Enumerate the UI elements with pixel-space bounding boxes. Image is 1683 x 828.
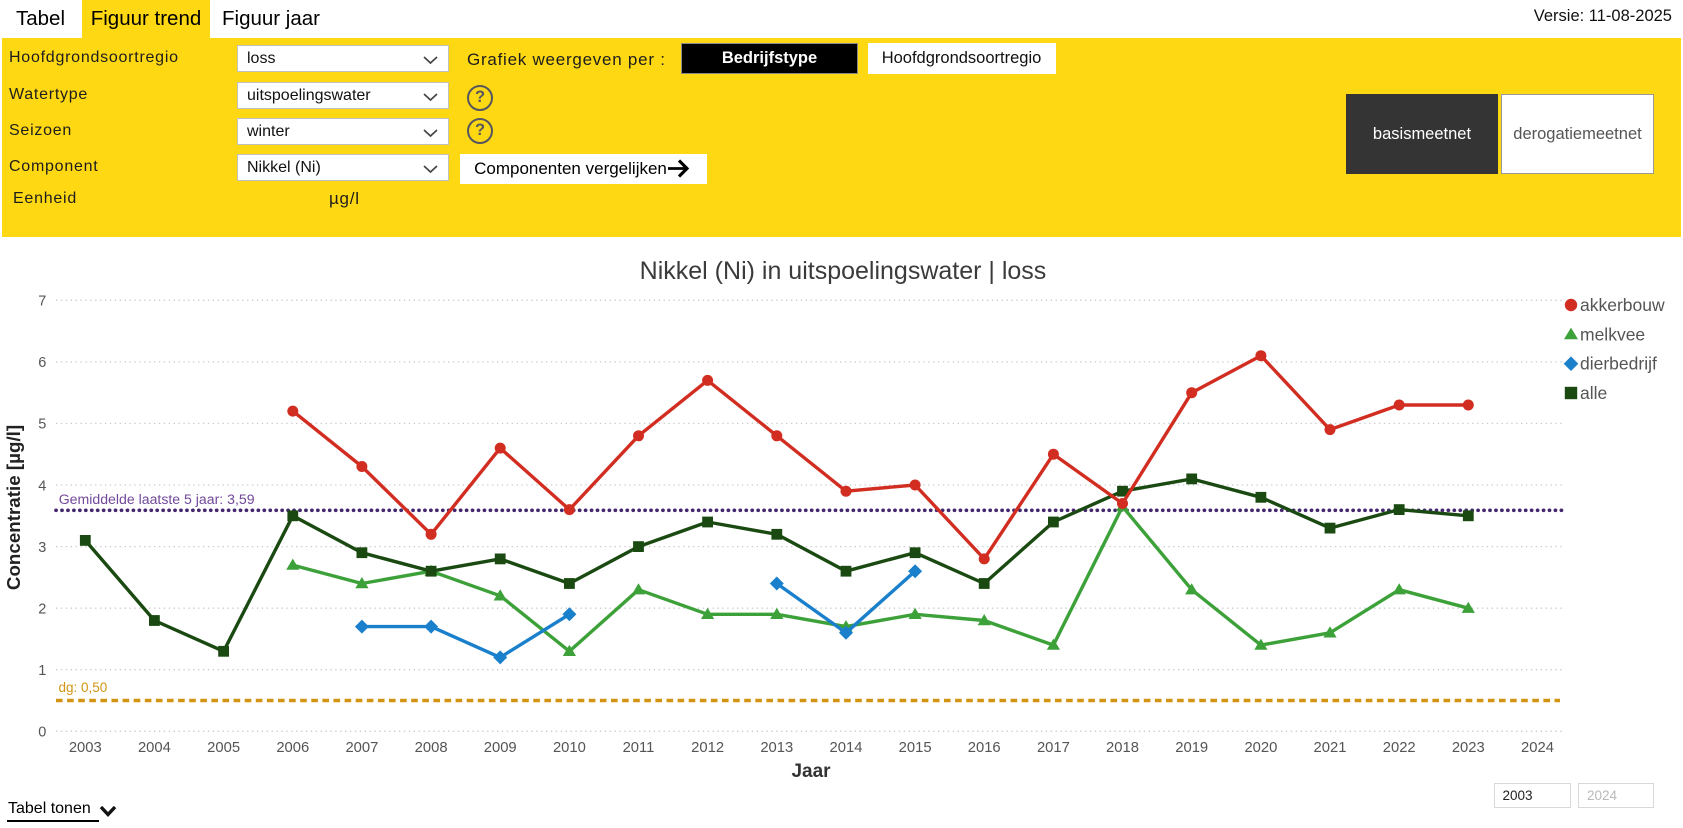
svg-text:2004: 2004 (138, 740, 171, 756)
svg-text:3: 3 (38, 540, 46, 556)
svg-text:Nikkel (Ni) in uitspoelingswat: Nikkel (Ni) in uitspoelingswater | loss (640, 257, 1047, 285)
svg-text:2021: 2021 (1314, 740, 1347, 756)
svg-text:2010: 2010 (553, 740, 586, 756)
svg-text:2: 2 (38, 602, 46, 618)
svg-text:2009: 2009 (484, 740, 517, 756)
svg-text:Jaar: Jaar (791, 761, 831, 782)
svg-text:2003: 2003 (69, 740, 102, 756)
svg-text:4: 4 (38, 478, 46, 494)
svg-text:2008: 2008 (415, 740, 448, 756)
svg-text:6: 6 (38, 355, 46, 371)
svg-text:melkvee: melkvee (1580, 324, 1645, 344)
svg-text:2007: 2007 (345, 740, 378, 756)
svg-text:alle: alle (1580, 383, 1607, 403)
svg-text:0: 0 (38, 725, 46, 741)
svg-text:2020: 2020 (1244, 740, 1277, 756)
svg-text:2019: 2019 (1175, 740, 1208, 756)
svg-text:2011: 2011 (623, 740, 655, 756)
svg-text:7: 7 (38, 294, 46, 310)
svg-text:2018: 2018 (1106, 740, 1139, 756)
svg-text:2017: 2017 (1037, 740, 1070, 756)
svg-text:2024: 2024 (1521, 740, 1554, 756)
svg-text:2006: 2006 (276, 740, 309, 756)
svg-text:dg: 0,50: dg: 0,50 (59, 680, 108, 695)
svg-text:2014: 2014 (830, 740, 863, 756)
svg-text:2023: 2023 (1452, 740, 1485, 756)
svg-text:2012: 2012 (691, 740, 724, 756)
svg-text:akkerbouw: akkerbouw (1580, 295, 1665, 315)
svg-text:2016: 2016 (968, 740, 1001, 756)
svg-text:2005: 2005 (207, 740, 240, 756)
svg-text:2022: 2022 (1383, 740, 1416, 756)
svg-text:5: 5 (38, 417, 46, 433)
svg-text:2015: 2015 (899, 740, 932, 756)
svg-text:1: 1 (38, 663, 46, 679)
svg-text:Gemiddelde laatste 5 jaar: 3,5: Gemiddelde laatste 5 jaar: 3,59 (59, 491, 255, 507)
svg-text:Concentratie [µg/l]: Concentratie [µg/l] (3, 425, 24, 590)
svg-text:dierbedrijf: dierbedrijf (1580, 354, 1657, 374)
svg-text:2013: 2013 (760, 740, 793, 756)
